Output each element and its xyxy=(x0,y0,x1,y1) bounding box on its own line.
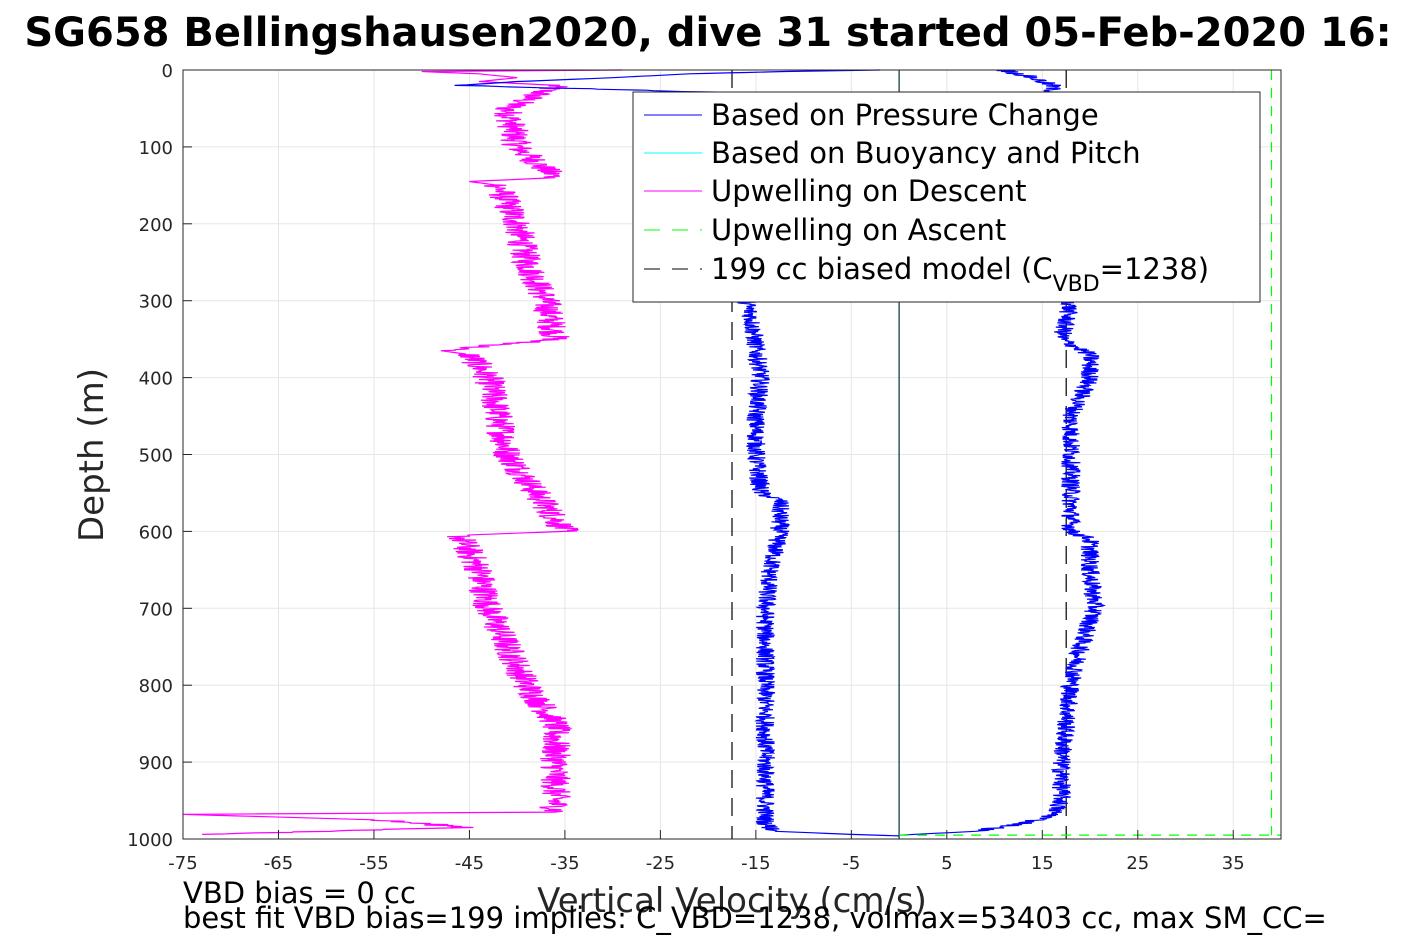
y-tick-label: 900 xyxy=(139,753,173,774)
legend-label-biased-model: 199 cc biased model (CVBD=1238) xyxy=(711,252,1209,297)
vbd-bias-note: VBD bias = 0 cc xyxy=(183,876,416,910)
x-tick-label: 25 xyxy=(1126,853,1149,874)
legend-label-upwelling-descent: Upwelling on Descent xyxy=(711,174,1027,208)
legend-label-upwelling-ascent: Upwelling on Ascent xyxy=(711,213,1006,247)
x-axis-label: Vertical Velocity (cm/s) xyxy=(537,881,927,921)
y-tick-label: 500 xyxy=(139,446,173,467)
x-tick-label: -15 xyxy=(741,853,770,874)
x-tick-label: -55 xyxy=(359,853,388,874)
legend: Based on Pressure Change Based on Buoyan… xyxy=(632,91,1261,303)
y-axis-label: Depth (m) xyxy=(72,368,112,542)
y-tick-label: 100 xyxy=(139,138,173,159)
x-tick-label: -35 xyxy=(550,853,579,874)
y-tick-label: 1000 xyxy=(127,830,173,851)
x-tick-label: 35 xyxy=(1222,853,1245,874)
x-tick-label: -45 xyxy=(455,853,484,874)
y-tick-label: 700 xyxy=(139,599,173,620)
y-tick-label: 0 xyxy=(162,61,173,82)
legend-box xyxy=(632,91,1261,303)
x-tick-label: -65 xyxy=(264,853,293,874)
x-tick-label: -75 xyxy=(168,853,197,874)
y-tick-label: 600 xyxy=(139,522,173,543)
legend-label-pressure: Based on Pressure Change xyxy=(711,98,1099,132)
best-fit-note: best fit VBD bias=199 implies: C_VBD=123… xyxy=(183,901,1327,935)
y-tick-label: 200 xyxy=(139,215,173,236)
y-tick-label: 300 xyxy=(139,292,173,313)
x-tick-label: -25 xyxy=(646,853,675,874)
x-tick-label: -5 xyxy=(842,853,860,874)
legend-label-buoyancy: Based on Buoyancy and Pitch xyxy=(711,136,1141,170)
x-tick-label: 15 xyxy=(1031,853,1054,874)
y-tick-label: 400 xyxy=(139,369,173,390)
chart-title: SG658 Bellingshausen2020, dive 31 starte… xyxy=(24,10,1391,56)
y-tick-label: 800 xyxy=(139,676,173,697)
axis-ticks: -75 -65 -55 -45 -35 -25 -15 -5 5 15 25 350100200300… xyxy=(127,61,1245,874)
axes-frame xyxy=(182,69,1282,840)
upwelling-descent-line xyxy=(182,69,623,835)
x-tick-label: 5 xyxy=(941,853,952,874)
